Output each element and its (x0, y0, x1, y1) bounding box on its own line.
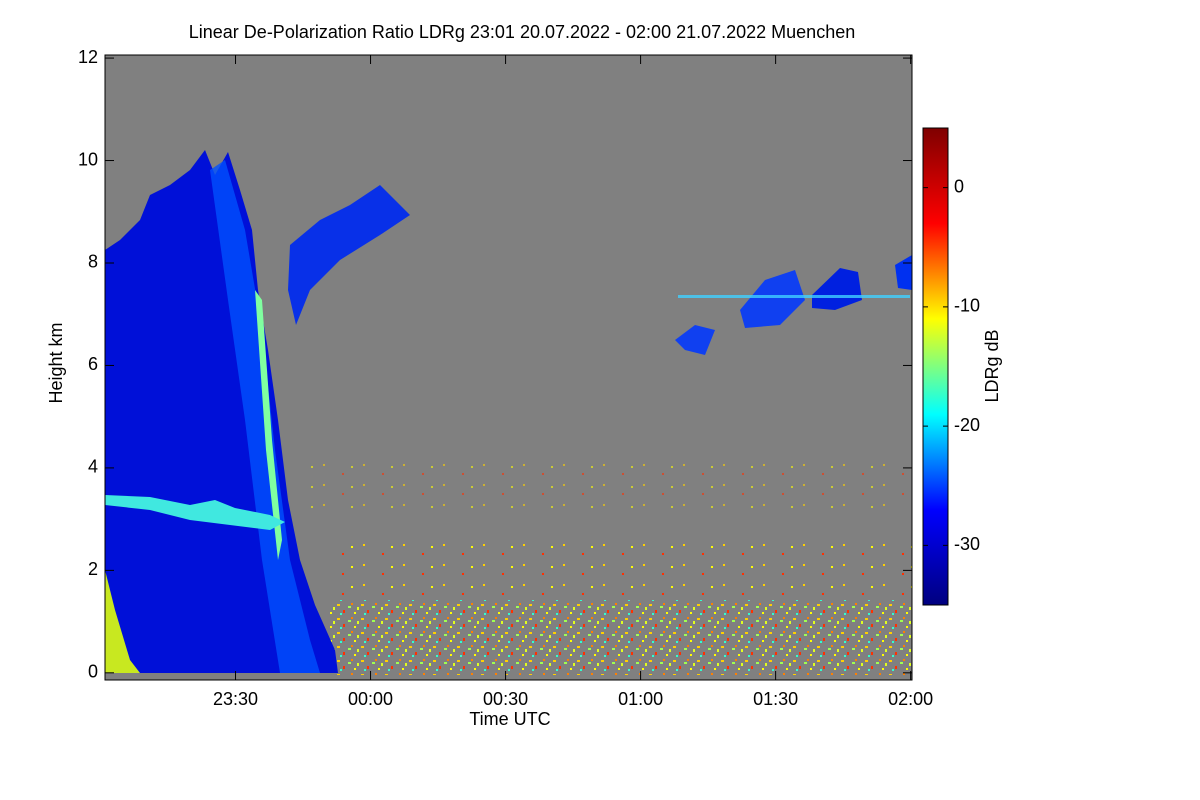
colorbar-label: LDRg dB (982, 329, 1002, 402)
colorbar-tick-label: -10 (954, 296, 980, 316)
heatmap-layer (105, 150, 912, 675)
colorbar-tick-label: 0 (954, 176, 964, 196)
cloud (675, 325, 715, 355)
cloud (678, 295, 910, 298)
x-tick-label: 00:00 (348, 689, 393, 709)
cloud (105, 495, 285, 530)
x-tick-label: 02:00 (888, 689, 933, 709)
y-tick-label: 10 (78, 149, 98, 169)
cloud (895, 255, 912, 290)
colorbar-tick-label: -20 (954, 415, 980, 435)
chart-title: Linear De-Polarization Ratio LDRg 23:01 … (189, 22, 855, 42)
x-axis-label: Time UTC (469, 709, 550, 729)
x-tick-label: 00:30 (483, 689, 528, 709)
y-tick-label: 0 (88, 662, 98, 682)
y-tick-label: 12 (78, 47, 98, 67)
cloud (812, 268, 862, 310)
colorbar-tick-label: -30 (954, 534, 980, 554)
y-tick-label: 8 (88, 252, 98, 272)
noise-band (330, 540, 912, 600)
x-tick-label: 01:30 (753, 689, 798, 709)
cloud (255, 290, 282, 560)
x-tick-label: 01:00 (618, 689, 663, 709)
noise-band (330, 600, 912, 675)
cloud (740, 270, 805, 328)
cloud (288, 185, 410, 325)
cloud (105, 570, 140, 673)
noise-band (310, 460, 910, 510)
y-tick-label: 2 (88, 559, 98, 579)
plot-frame (104, 54, 913, 681)
y-tick-label: 4 (88, 457, 98, 477)
y-axis-label: Height km (46, 322, 66, 403)
x-tick-label: 23:30 (213, 689, 258, 709)
y-tick-label: 6 (88, 354, 98, 374)
colorbar (922, 127, 949, 606)
